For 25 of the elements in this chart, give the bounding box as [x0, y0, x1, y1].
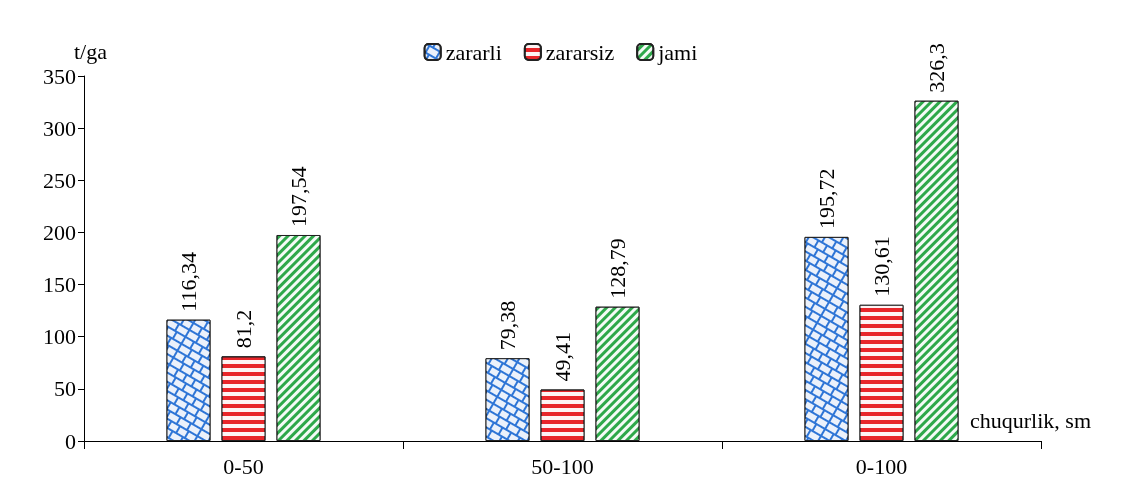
x-tick-label: 0-100 — [855, 453, 908, 479]
x-tick-label: 50-100 — [531, 453, 594, 479]
y-tick-label: 150 — [43, 272, 76, 298]
y-tick-label: 50 — [54, 376, 76, 402]
y-tick-label: 300 — [43, 115, 76, 141]
data-label: 79,38 — [495, 300, 520, 351]
x-axis-title: chuqurlik, sm — [970, 407, 1091, 433]
y-tick-label: 200 — [43, 219, 76, 245]
data-label: 81,2 — [231, 309, 256, 349]
data-label: 326,3 — [924, 43, 949, 93]
y-tick-label: 350 — [43, 63, 76, 89]
data-label: 197,54 — [286, 166, 311, 227]
data-label: 130,61 — [869, 236, 894, 297]
legend-label: zararsiz — [545, 39, 615, 65]
x-tick-label: 0-50 — [223, 453, 264, 479]
y-tick-label: 100 — [43, 324, 76, 350]
data-label: 116,34 — [176, 251, 201, 312]
legend-label: jami — [657, 39, 698, 65]
y-axis-title: t/ga — [74, 38, 108, 64]
data-label: 195,72 — [814, 168, 839, 229]
data-label: 49,41 — [550, 331, 575, 382]
legend-label: zararli — [445, 39, 502, 65]
y-tick-label: 0 — [65, 428, 76, 454]
y-tick-label: 250 — [43, 167, 76, 193]
data-label: 128,79 — [605, 238, 630, 299]
